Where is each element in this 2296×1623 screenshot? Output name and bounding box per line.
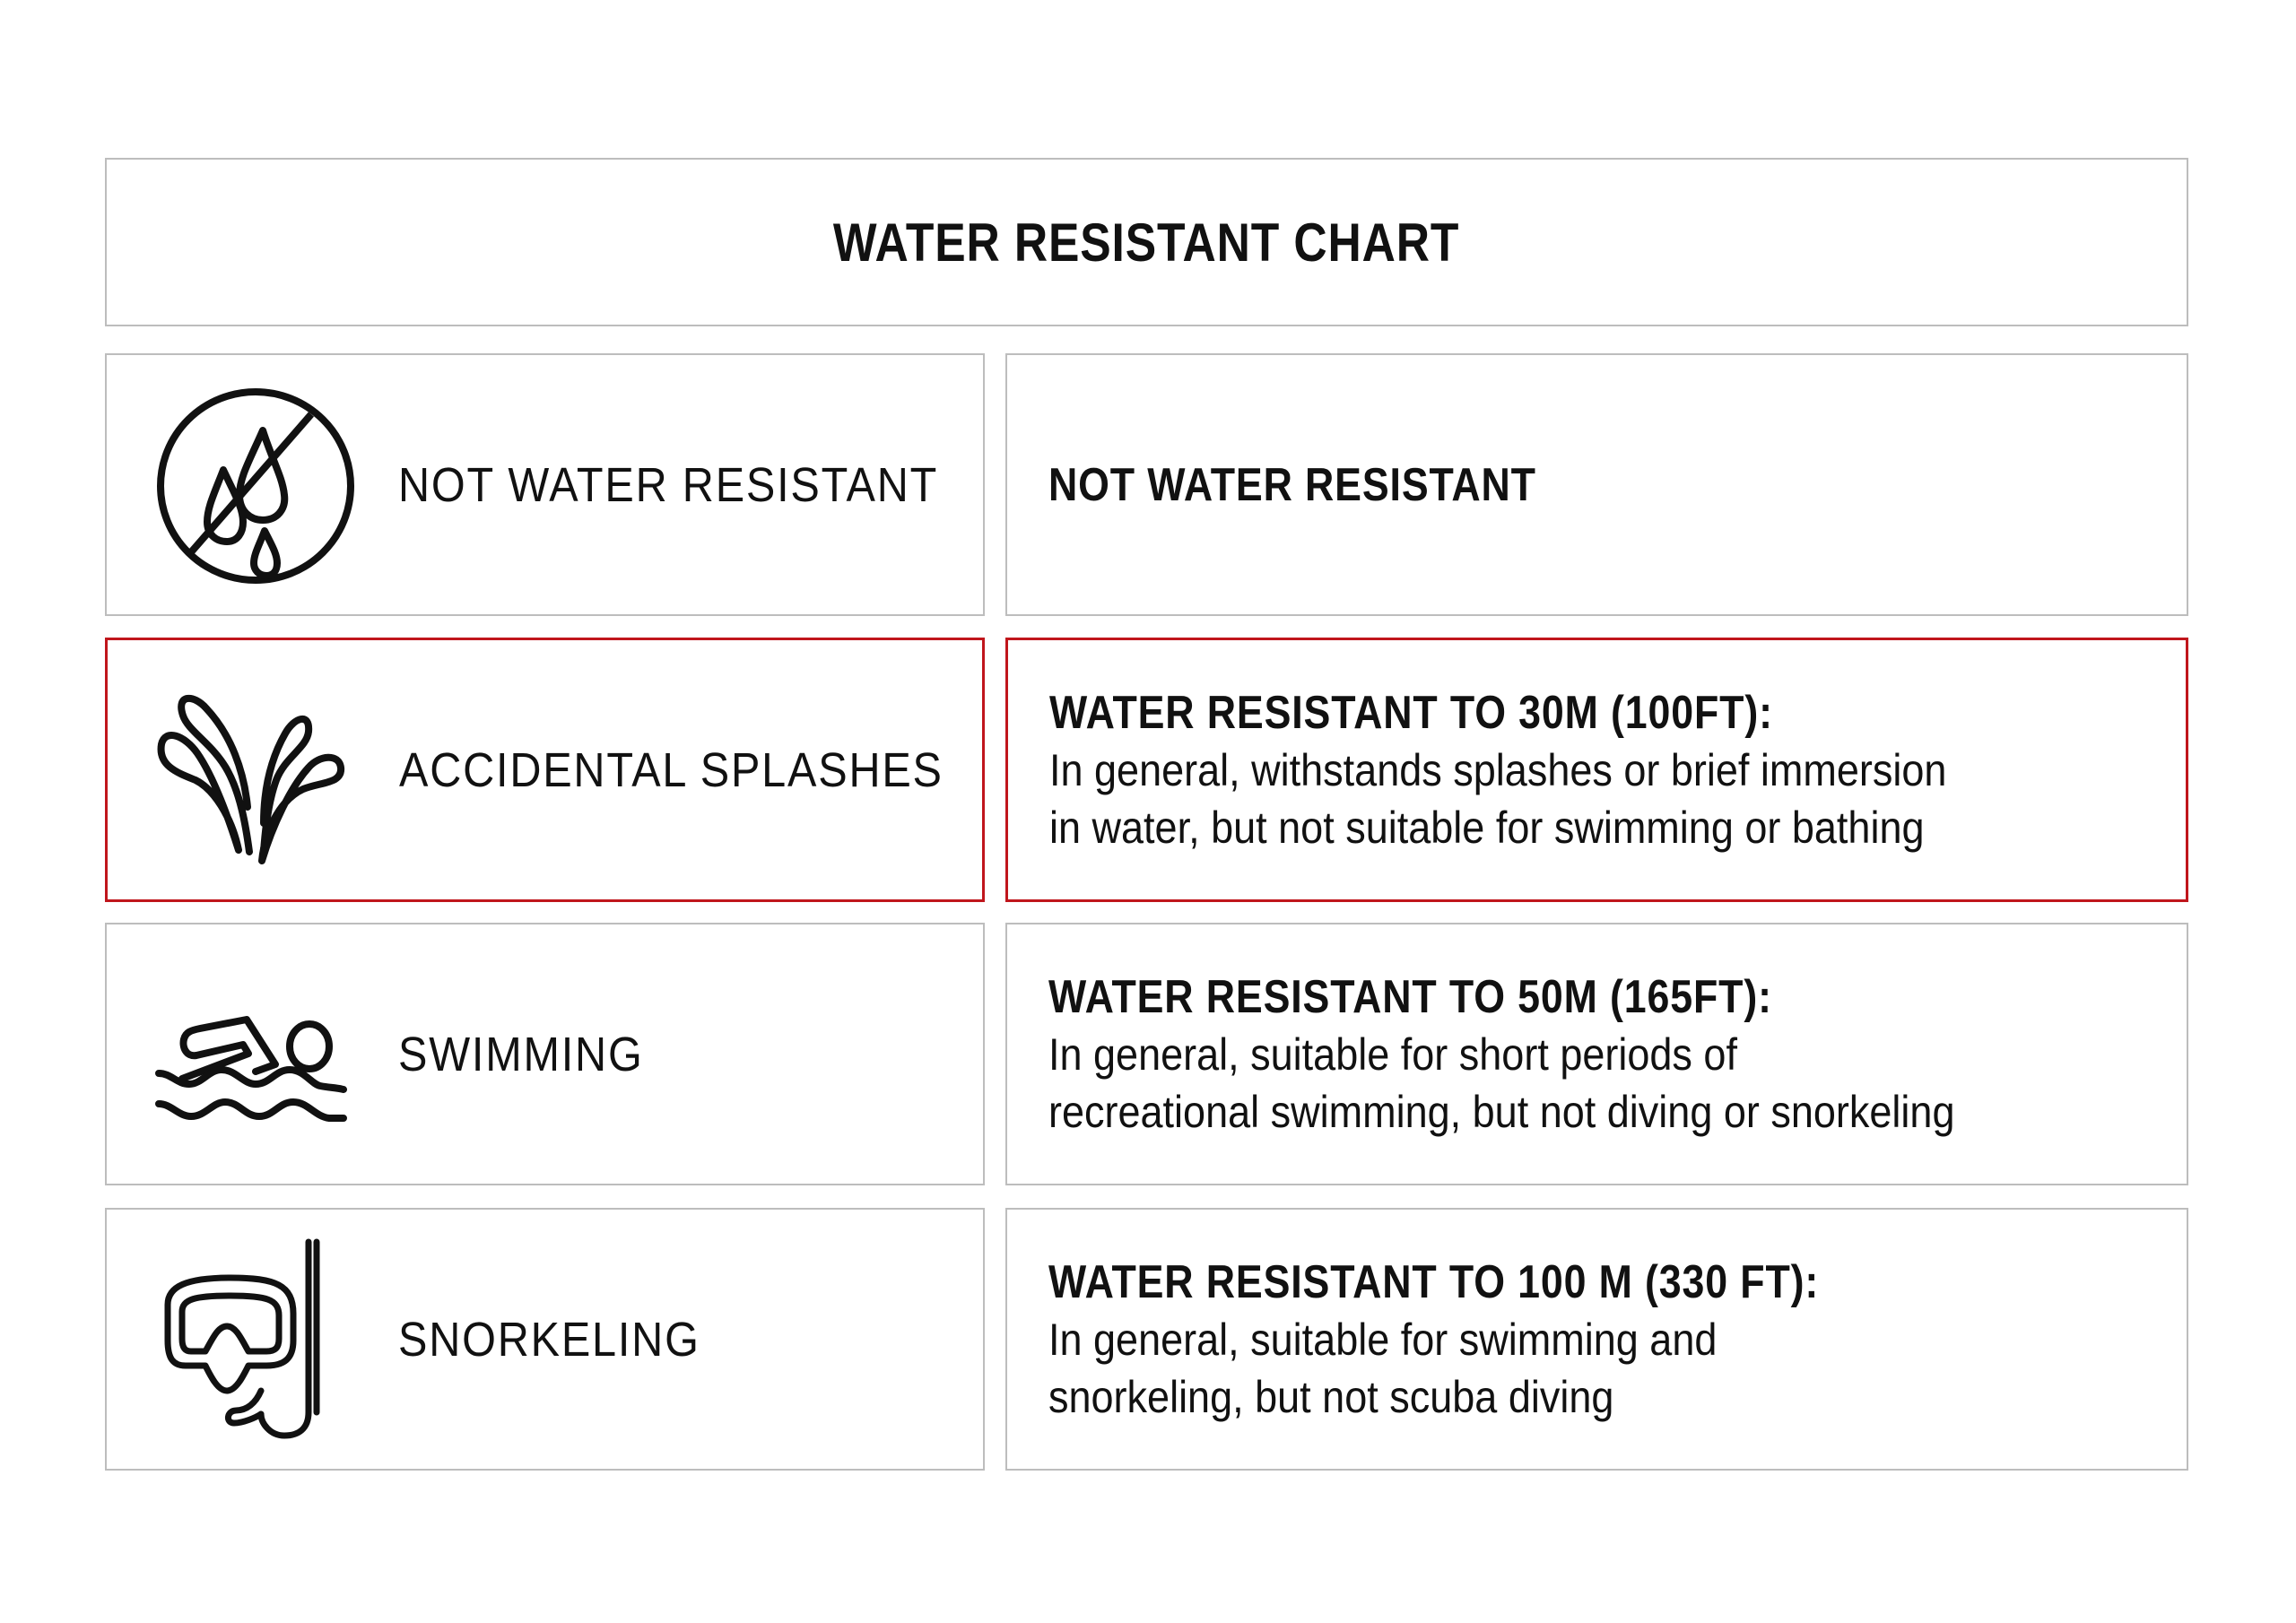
swimmer-icon <box>155 1016 347 1122</box>
row-snorkeling-desc: WATER RESISTANT TO 100 M (330 FT): In ge… <box>1005 1208 2188 1471</box>
row-heading: WATER RESISTANT TO 100 M (330 FT): <box>1048 1255 1820 1308</box>
no-water-drops-icon <box>157 388 354 584</box>
row-accidental-splashes-label: ACCIDENTAL SPLASHES <box>105 638 985 902</box>
row-desc-line: recreational swimming, but not diving or… <box>1048 1086 1955 1137</box>
row-swimming-label: SWIMMING <box>105 923 985 1185</box>
row-label: SNORKELING <box>398 1312 700 1367</box>
row-label: NOT WATER RESISTANT <box>398 457 939 512</box>
row-snorkeling-label: SNORKELING <box>105 1208 985 1471</box>
chart-title-box: WATER RESISTANT CHART <box>105 158 2188 326</box>
row-heading: WATER RESISTANT TO 30M (100FT): <box>1049 686 1773 739</box>
row-not-water-resistant-desc: NOT WATER RESISTANT <box>1005 353 2188 616</box>
chart-title: WATER RESISTANT CHART <box>833 212 1460 273</box>
row-not-water-resistant-label: NOT WATER RESISTANT <box>105 353 985 616</box>
row-desc-line: In general, suitable for swimming and <box>1048 1314 1718 1365</box>
row-heading: NOT WATER RESISTANT <box>1048 458 1536 511</box>
row-label: SWIMMING <box>398 1027 644 1081</box>
row-heading: WATER RESISTANT TO 50M (165FT): <box>1048 970 1772 1023</box>
row-desc-line: In general, withstands splashes or brief… <box>1049 744 1947 795</box>
row-swimming-desc: WATER RESISTANT TO 50M (165FT): In gener… <box>1005 923 2188 1185</box>
row-desc-line: In general, suitable for short periods o… <box>1048 1028 1737 1080</box>
row-label: ACCIDENTAL SPLASHES <box>399 742 944 797</box>
row-accidental-splashes-desc: WATER RESISTANT TO 30M (100FT): In gener… <box>1005 638 2188 902</box>
row-desc-line: in water, but not suitable for swimming … <box>1049 802 1925 853</box>
snorkel-mask-icon <box>164 1238 320 1439</box>
splash-icon <box>157 694 344 864</box>
row-desc-line: snorkeling, but not scuba diving <box>1048 1371 1614 1422</box>
